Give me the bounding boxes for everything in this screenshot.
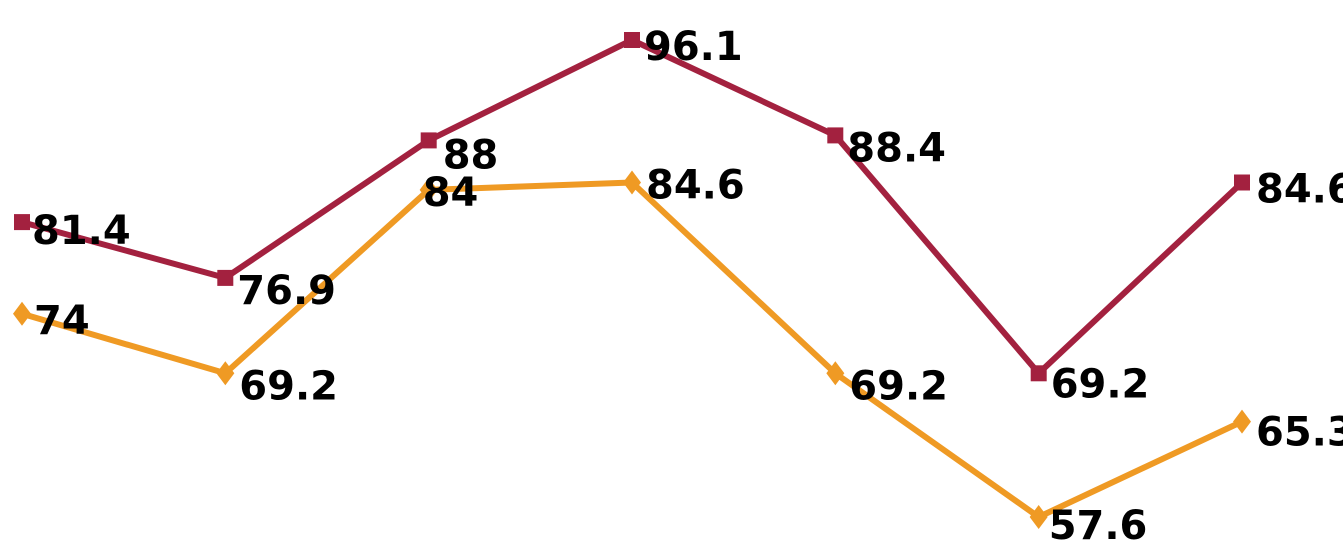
series-2-point-2-label: 69.2 bbox=[239, 363, 338, 409]
series-1-point-6-label: 69.2 bbox=[1051, 361, 1150, 407]
series-2-point-7-label: 65.3 bbox=[1256, 410, 1343, 456]
series-2-line bbox=[19, 179, 1245, 520]
series-2-point-5-label: 69.2 bbox=[849, 363, 948, 409]
series-1-point-1-marker bbox=[14, 214, 30, 231]
series-1-point-3-marker bbox=[420, 132, 437, 149]
series-2-point-1-label: 74 bbox=[34, 298, 90, 344]
data-label-layer: 81.4 76.9 88 96.1 88.4 69.2 84.6 74 69.2 84 84.6 69… bbox=[32, 24, 1343, 543]
series-2-point-2-marker bbox=[216, 361, 235, 386]
series-1-point-6-marker bbox=[1030, 365, 1047, 382]
series-1-point-1-label: 81.4 bbox=[32, 208, 131, 254]
series-2-point-5-marker bbox=[826, 361, 845, 386]
series-1-point-4-marker bbox=[624, 32, 640, 48]
series-1-point-4-label: 96.1 bbox=[644, 24, 743, 70]
series-2-point-3-label: 84 bbox=[423, 170, 479, 216]
series-1-point-2-marker bbox=[217, 269, 234, 286]
series-1-point-7-label: 84.6 bbox=[1256, 167, 1343, 213]
series-2-point-4-label: 84.6 bbox=[646, 163, 745, 209]
series-2-point-4-marker bbox=[623, 170, 641, 195]
series-2-point-3-marker bbox=[419, 177, 438, 202]
series-1-point-3-label: 88 bbox=[443, 132, 499, 178]
series-1-line bbox=[19, 37, 1245, 377]
series-2-point-1-marker bbox=[13, 301, 31, 326]
series-1-point-5-marker bbox=[827, 127, 844, 144]
series-2-point-6-marker bbox=[1029, 505, 1048, 529]
series-1-point-2-label: 76.9 bbox=[237, 268, 336, 314]
series-layer bbox=[13, 32, 1251, 529]
series-1-point-7-marker bbox=[1234, 174, 1250, 191]
series-2-point-6-label: 57.6 bbox=[1049, 503, 1148, 543]
series-1-point-5-label: 88.4 bbox=[847, 125, 946, 171]
series-2-point-7-marker bbox=[1233, 409, 1251, 434]
